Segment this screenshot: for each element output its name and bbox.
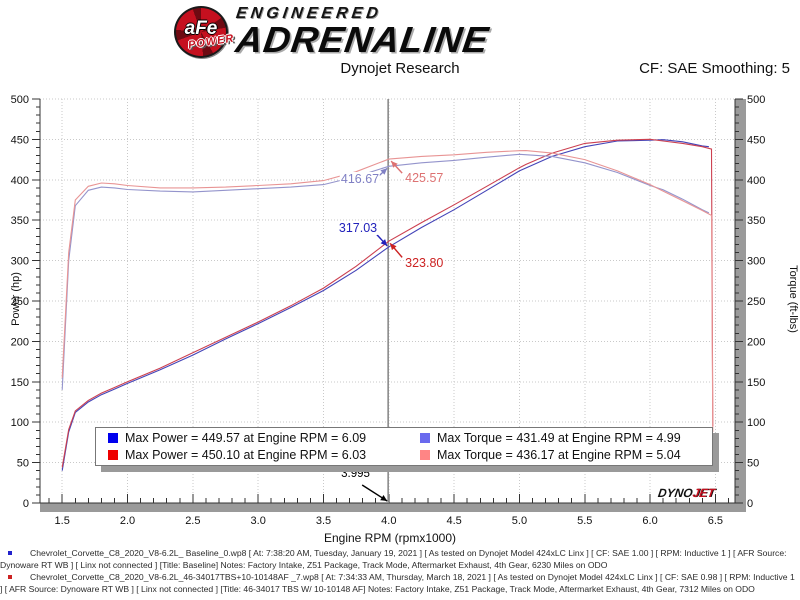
svg-text:4.5: 4.5: [446, 515, 461, 527]
watermark-dynojet: DYNOJET: [657, 486, 716, 500]
svg-text:400: 400: [11, 175, 29, 187]
cursor-value-torque-tuned: 425.57: [404, 171, 445, 186]
y-axis-left-title: Power (hp): [10, 272, 22, 326]
legend-label: Max Power = 450.10 at Engine RPM = 6.03: [125, 448, 367, 463]
legend-box: Max Power = 449.57 at Engine RPM = 6.09 …: [95, 427, 713, 466]
annotation-arrowhead: [391, 161, 398, 168]
cursor-rpm-label: 3.995: [338, 468, 373, 480]
footnote-tuned-run: Chevrolet_Corvette_C8_2020_V8-6.2L_46-34…: [0, 572, 798, 595]
footnote-bullet-red: [8, 575, 12, 579]
svg-text:0: 0: [23, 498, 29, 510]
frame-shadow-bottom: [40, 503, 746, 512]
smoothing-label: CF: SAE Smoothing: 5: [639, 60, 790, 77]
svg-text:300: 300: [11, 256, 29, 268]
svg-text:200: 200: [747, 336, 765, 348]
footnote-bullet-blue: [8, 551, 12, 555]
svg-text:2.5: 2.5: [185, 515, 200, 527]
x-axis-labels: 1.5 2.0 2.5 3.0 3.5 4.0 4.5 5.0 5.5 6.0 6.5: [55, 515, 723, 527]
footnote-text: Chevrolet_Corvette_C8_2020_V8-6.2L_ Base…: [0, 548, 787, 570]
frame-shadow-right: [735, 99, 746, 512]
curve-torque-baseline: [61, 153, 710, 390]
svg-text:250: 250: [747, 296, 765, 308]
cursor-value-torque-baseline: 416.67: [339, 172, 381, 187]
report-title: Dynojet Research: [340, 60, 460, 77]
y-axis-right-labels: 0 50 100 150 200 250 300 350 400 450 500: [747, 94, 765, 510]
svg-text:5.0: 5.0: [512, 515, 527, 527]
y-axis-left-labels: 0 50 100 150 200 250 300 350 400 450 500: [11, 94, 29, 510]
x-axis-title: Engine RPM (rpmx1000): [323, 531, 457, 545]
svg-text:450: 450: [747, 134, 765, 146]
svg-text:100: 100: [747, 417, 765, 429]
footnote-baseline-run: Chevrolet_Corvette_C8_2020_V8-6.2L_ Base…: [0, 548, 798, 571]
svg-text:2.0: 2.0: [120, 515, 135, 527]
annotation-arrowhead: [380, 168, 388, 175]
legend-swatch-blue: [108, 432, 118, 443]
svg-text:100: 100: [11, 417, 29, 429]
dynojet-dyno-text: DYNO: [657, 486, 694, 500]
svg-text:3.5: 3.5: [316, 515, 331, 527]
svg-text:4.0: 4.0: [381, 515, 396, 527]
legend-item-max-torque-baseline: Max Torque = 431.49 at Engine RPM = 4.99: [420, 431, 712, 445]
legend-label: Max Power = 449.57 at Engine RPM = 6.09: [125, 430, 367, 445]
y-axis-right-title: Torque (ft-lbs): [787, 265, 799, 333]
dynojet-jet-text: JET: [691, 486, 716, 500]
svg-text:150: 150: [11, 377, 29, 389]
annotation-arrowhead: [380, 239, 388, 246]
svg-text:6.0: 6.0: [642, 515, 657, 527]
svg-text:300: 300: [747, 256, 765, 268]
legend-swatch-light-blue: [420, 432, 430, 443]
legend-item-max-torque-tuned: Max Torque = 436.17 at Engine RPM = 5.04: [420, 448, 712, 462]
legend-swatch-red: [108, 450, 118, 461]
svg-text:3.0: 3.0: [251, 515, 266, 527]
legend-label: Max Torque = 431.49 at Engine RPM = 4.99: [437, 430, 681, 445]
legend-item-max-power-tuned: Max Power = 450.10 at Engine RPM = 6.03: [108, 448, 420, 462]
svg-text:200: 200: [11, 336, 29, 348]
cursor-value-power-baseline: 317.03: [337, 220, 379, 235]
svg-text:450: 450: [11, 134, 29, 146]
curve-power-baseline: [61, 139, 709, 471]
svg-text:150: 150: [747, 377, 765, 389]
svg-text:400: 400: [747, 175, 765, 187]
svg-text:50: 50: [17, 458, 29, 470]
legend-swatch-salmon: [420, 450, 430, 461]
curve-torque-46-34017-tbs-10-10148-af: [61, 150, 714, 432]
svg-text:50: 50: [747, 458, 759, 470]
svg-text:0: 0: [747, 498, 753, 510]
svg-text:350: 350: [747, 215, 765, 227]
svg-text:250: 250: [11, 296, 29, 308]
afe-logo-text: aFe: [184, 18, 218, 39]
annotation-arrowhead: [390, 243, 397, 251]
footnote-text: Chevrolet_Corvette_C8_2020_V8-6.2L_46-34…: [0, 572, 795, 594]
annotation-arrowhead: [380, 495, 388, 501]
cursor-value-power-tuned: 323.80: [404, 256, 445, 271]
afe-power-logo-icon: aFe: [174, 6, 228, 58]
svg-text:1.5: 1.5: [55, 515, 70, 527]
legend-label: Max Torque = 436.17 at Engine RPM = 5.04: [437, 448, 681, 463]
svg-text:6.5: 6.5: [708, 515, 723, 527]
curve-power-46-34017-tbs-10-10148-af: [61, 138, 714, 468]
legend-item-max-power-baseline: Max Power = 449.57 at Engine RPM = 6.09: [108, 431, 420, 445]
svg-text:5.5: 5.5: [577, 515, 592, 527]
svg-text:500: 500: [11, 94, 29, 106]
svg-text:500: 500: [747, 94, 765, 106]
svg-text:350: 350: [11, 215, 29, 227]
